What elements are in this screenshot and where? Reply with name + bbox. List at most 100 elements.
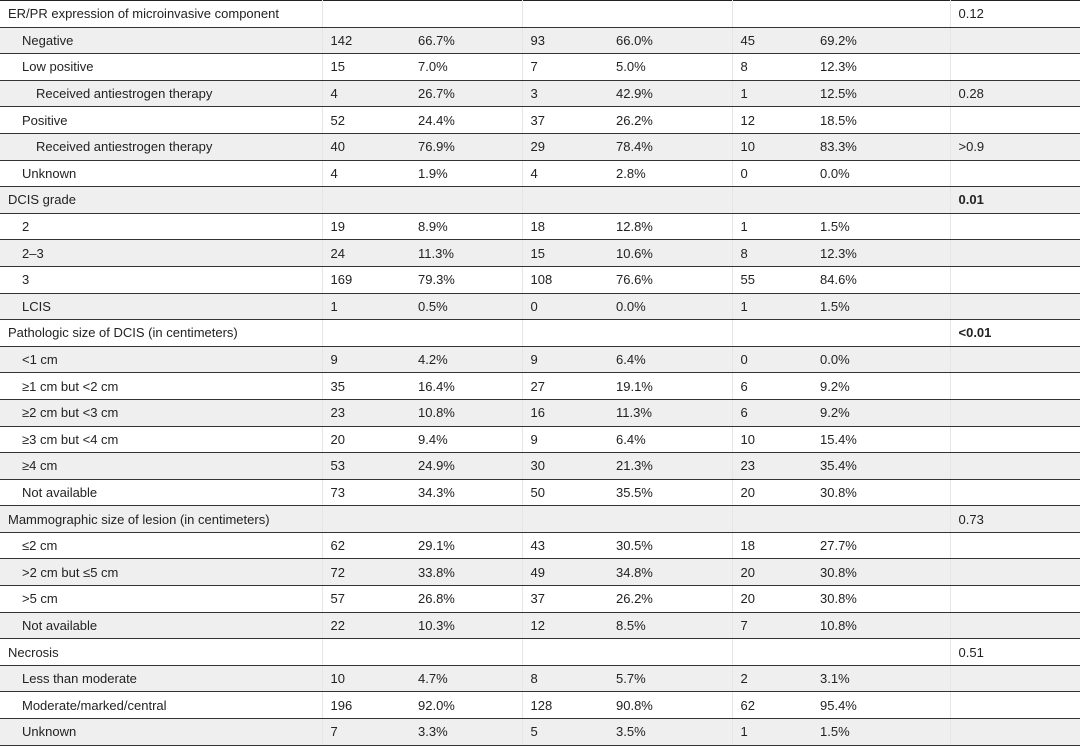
- count-cell: 93: [521, 27, 608, 55]
- count-cell: [321, 186, 410, 214]
- percent-cell: 83.3%: [812, 133, 950, 161]
- count-cell: 23: [321, 399, 410, 427]
- percent-cell: 24.4%: [410, 106, 522, 134]
- row-label: ≥3 cm but <4 cm: [0, 426, 322, 454]
- percent-cell: 30.5%: [608, 532, 732, 560]
- p-value-cell: [949, 452, 1080, 480]
- row-label: Negative: [0, 27, 322, 55]
- table-row: 2–3 24 11.3% 15 10.6% 8 12.3%: [0, 239, 1080, 267]
- percent-cell: 10.3%: [410, 612, 522, 640]
- percent-cell: 1.9%: [410, 160, 522, 188]
- percent-cell: [812, 505, 950, 533]
- p-value-cell: [949, 160, 1080, 188]
- percent-cell: [812, 319, 950, 347]
- count-cell: 10: [731, 133, 812, 161]
- count-cell: [731, 319, 812, 347]
- percent-cell: 19.1%: [608, 372, 732, 400]
- percent-cell: 69.2%: [812, 27, 950, 55]
- percent-cell: 3.3%: [410, 718, 522, 746]
- percent-cell: 16.4%: [410, 372, 522, 400]
- percent-cell: 26.2%: [608, 106, 732, 134]
- count-cell: 9: [521, 426, 608, 454]
- percent-cell: 11.3%: [608, 399, 732, 427]
- percent-cell: [608, 319, 732, 347]
- count-cell: 29: [521, 133, 608, 161]
- percent-cell: 5.0%: [608, 53, 732, 81]
- row-label: Mammographic size of lesion (in centimet…: [0, 505, 322, 533]
- percent-cell: [410, 0, 522, 28]
- row-label: Not available: [0, 479, 322, 507]
- row-label: ≤2 cm: [0, 532, 322, 560]
- row-label: ER/PR expression of microinvasive compon…: [0, 0, 322, 28]
- count-cell: 20: [731, 558, 812, 587]
- p-value-cell: [949, 426, 1080, 454]
- percent-cell: [410, 505, 522, 533]
- percent-cell: 9.2%: [812, 399, 950, 427]
- percent-cell: 76.9%: [410, 133, 522, 161]
- count-cell: 20: [731, 479, 812, 507]
- row-label: Less than moderate: [0, 665, 322, 693]
- row-label: >2 cm but ≤5 cm: [0, 558, 322, 587]
- percent-cell: 6.4%: [608, 426, 732, 454]
- percent-cell: 7.0%: [410, 53, 522, 81]
- row-label: Unknown: [0, 160, 322, 188]
- percent-cell: 34.3%: [410, 479, 522, 507]
- count-cell: 50: [521, 479, 608, 507]
- count-cell: [521, 505, 608, 533]
- p-value-cell: [949, 213, 1080, 241]
- p-value-cell: 0.28: [949, 80, 1080, 108]
- percent-cell: 42.9%: [608, 80, 732, 108]
- count-cell: 6: [731, 399, 812, 427]
- count-cell: 53: [321, 452, 410, 480]
- count-cell: 30: [521, 452, 608, 480]
- count-cell: 108: [521, 266, 608, 294]
- count-cell: 9: [321, 346, 410, 374]
- percent-cell: 12.5%: [812, 80, 950, 108]
- percent-cell: 30.8%: [812, 558, 950, 587]
- count-cell: 196: [321, 691, 410, 720]
- percent-cell: 9.4%: [410, 426, 522, 454]
- percent-cell: 1.5%: [812, 718, 950, 746]
- section-header-row: Mammographic size of lesion (in centimet…: [0, 505, 1080, 533]
- count-cell: 52: [321, 106, 410, 134]
- table-row: Unknown 4 1.9% 4 2.8% 0 0.0%: [0, 160, 1080, 188]
- percent-cell: 33.8%: [410, 558, 522, 587]
- count-cell: 37: [521, 585, 608, 613]
- row-label: ≥2 cm but <3 cm: [0, 399, 322, 427]
- percent-cell: 66.7%: [410, 27, 522, 55]
- p-value-cell: [949, 27, 1080, 55]
- percent-cell: 35.5%: [608, 479, 732, 507]
- percent-cell: 76.6%: [608, 266, 732, 294]
- p-value-cell: [949, 479, 1080, 507]
- percent-cell: 5.7%: [608, 665, 732, 693]
- percent-cell: 0.0%: [812, 160, 950, 188]
- count-cell: 55: [731, 266, 812, 294]
- percent-cell: [410, 319, 522, 347]
- count-cell: 7: [321, 718, 410, 746]
- p-value-cell: [949, 612, 1080, 640]
- percent-cell: 10.6%: [608, 239, 732, 267]
- count-cell: [321, 319, 410, 347]
- count-cell: 27: [521, 372, 608, 400]
- section-header-row: Pathologic size of DCIS (in centimeters)…: [0, 319, 1080, 347]
- count-cell: 4: [321, 80, 410, 108]
- percent-cell: 2.8%: [608, 160, 732, 188]
- table-row: Moderate/marked/central 196 92.0% 128 90.8% 6…: [0, 691, 1080, 720]
- row-label: 3: [0, 266, 322, 294]
- p-value-cell: [949, 346, 1080, 374]
- percent-cell: 9.2%: [812, 372, 950, 400]
- count-cell: 8: [521, 665, 608, 693]
- section-header-row: DCIS grade 0.01: [0, 186, 1080, 214]
- percent-cell: 0.0%: [812, 346, 950, 374]
- percent-cell: [410, 638, 522, 666]
- count-cell: 3: [521, 80, 608, 108]
- count-cell: 4: [321, 160, 410, 188]
- count-cell: [521, 319, 608, 347]
- count-cell: [321, 0, 410, 28]
- percent-cell: 24.9%: [410, 452, 522, 480]
- count-cell: 142: [321, 27, 410, 55]
- count-cell: 0: [521, 293, 608, 321]
- p-value-cell: [949, 399, 1080, 427]
- table-row: <1 cm 9 4.2% 9 6.4% 0 0.0%: [0, 346, 1080, 374]
- percent-cell: 26.8%: [410, 585, 522, 613]
